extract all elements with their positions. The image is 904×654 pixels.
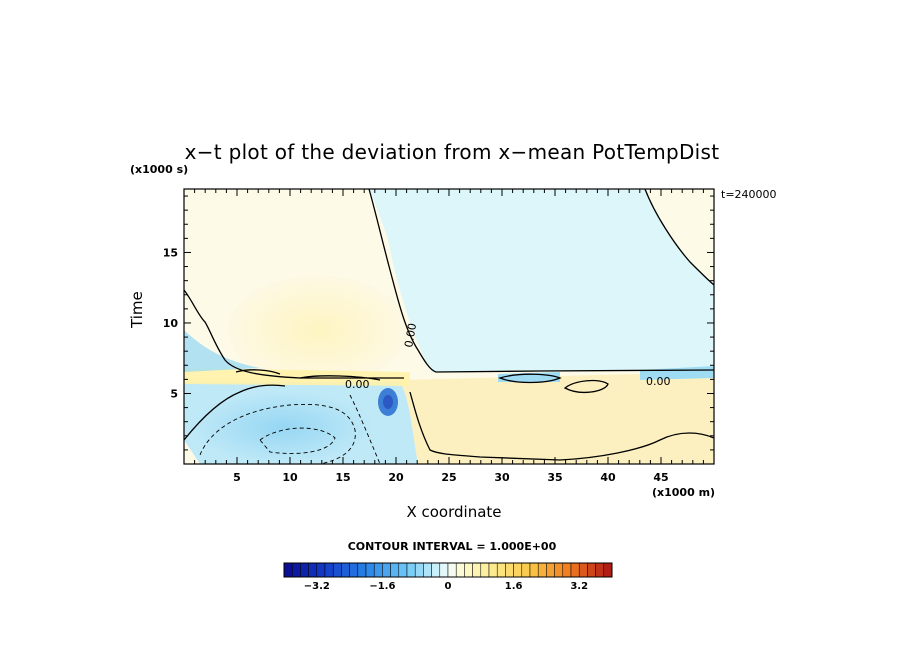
chart-title: x−t plot of the deviation from x−mean Po… [184,140,720,164]
colorbar-cell [357,562,367,578]
cold-core [190,390,375,464]
colorbar-cell [488,562,498,578]
x-tick-label: 25 [441,471,456,484]
colorbar-cell [414,562,424,578]
colorbar-tick-label: −1.6 [369,581,395,592]
region-lower-right-warm [400,372,714,464]
colorbar-cell [546,562,555,578]
colorbar-cell [537,562,547,578]
colorbar-cell [308,562,318,578]
colorbar-cell [464,562,473,578]
y-axis-units: (x1000 s) [130,163,189,176]
neg-contour-1 [199,403,356,464]
y-tick-label: 15 [163,246,178,259]
colorbar-cell [439,562,449,578]
contour-label-group: 0.00 0.00 0.00 [345,322,671,391]
zero-contour-lower-left [184,384,286,441]
colorbar-cell [472,562,482,578]
colorbar-cell [398,562,408,578]
colorbar-cell [496,562,506,578]
contour-label: 0.00 [345,378,370,391]
colorbar-cell [349,562,359,578]
colorbar-cell [505,562,514,578]
colorbar-cell [480,562,490,578]
neg-contour-2 [259,427,336,454]
left-edge-cold [184,330,260,372]
colorbar-frame [283,562,613,578]
zero-contour-lower [409,391,714,461]
corner-warm [184,440,200,464]
closed-contour-2 [498,373,562,384]
colorbar-cell [587,562,596,578]
x-tick-label: 20 [388,471,404,484]
contour-label: 0.00 [646,375,671,388]
colorbar-tick-label: 1.6 [505,581,523,592]
cold-spot-core [383,395,393,409]
colorbar-cell [300,562,309,578]
x-tick-label: 10 [282,471,298,484]
colorbar-cell [578,562,588,578]
neg-contour-3 [349,394,381,464]
transition-band [184,368,410,386]
contour-label: 0.00 [402,322,419,348]
colorbar-tick-label: −3.2 [304,581,330,592]
colorbar-cell [332,562,342,578]
x-tick-label: 35 [547,471,562,484]
colorbar-cell [390,562,400,578]
closed-contour-1 [563,379,609,394]
x-axis-ticks: 5 10 15 20 25 30 35 40 45 [194,189,704,484]
colorbar-cell [447,562,457,578]
colorbar-cell [529,562,539,578]
region-upper-right-cool [369,189,714,372]
colorbar-cell [341,562,350,578]
negative-contours [199,394,381,464]
colorbar-cell [406,562,416,578]
colorbar-cell [423,562,432,578]
colorbar-cell [291,562,301,578]
x-tick-label: 40 [600,471,616,484]
colorbar-cell [365,562,375,578]
colorbar-cell [373,562,383,578]
y-tick-label: 10 [163,317,179,330]
colorbar-cell [603,562,613,578]
x-tick-label: 15 [335,471,350,484]
colorbar-cell [562,562,572,578]
colorbar-cell [455,562,465,578]
noise-contours [235,369,381,381]
colorbar-cell [316,562,326,578]
contour-lines [184,189,714,461]
colorbar-cell [431,562,441,578]
y-tick-label: 5 [170,387,178,400]
colorbar-tick-label: 0 [445,581,452,592]
colorbar-cell [570,562,580,578]
colorbar-cell [554,562,564,578]
colorbar-cell [283,562,293,578]
time-stamp: t=240000 [721,188,777,201]
x-tick-label: 30 [494,471,510,484]
colorbar-cell [595,562,605,578]
x-tick-label: 5 [233,471,241,484]
field-shading [184,189,714,464]
x-tick-label: 45 [653,471,668,484]
colorbar-cell [324,562,334,578]
warm-blob [228,275,408,385]
y-axis-ticks: 5 10 15 [163,195,714,451]
x-axis-units: (x1000 m) [652,486,716,499]
zero-contour-left [184,289,404,379]
colorbar-cell [382,562,391,578]
zero-contour-main [368,189,714,373]
colorbar-cell [521,562,531,578]
colorbar-tick-label: 3.2 [570,581,588,592]
contour-interval-label: CONTOUR INTERVAL = 1.000E+00 [347,540,557,553]
colorbar: −3.2 −1.6 0 1.6 3.2 [283,562,613,592]
colorbar-cell [513,562,523,578]
zero-contour-right [644,189,714,286]
x-axis-label: X coordinate [406,503,502,521]
